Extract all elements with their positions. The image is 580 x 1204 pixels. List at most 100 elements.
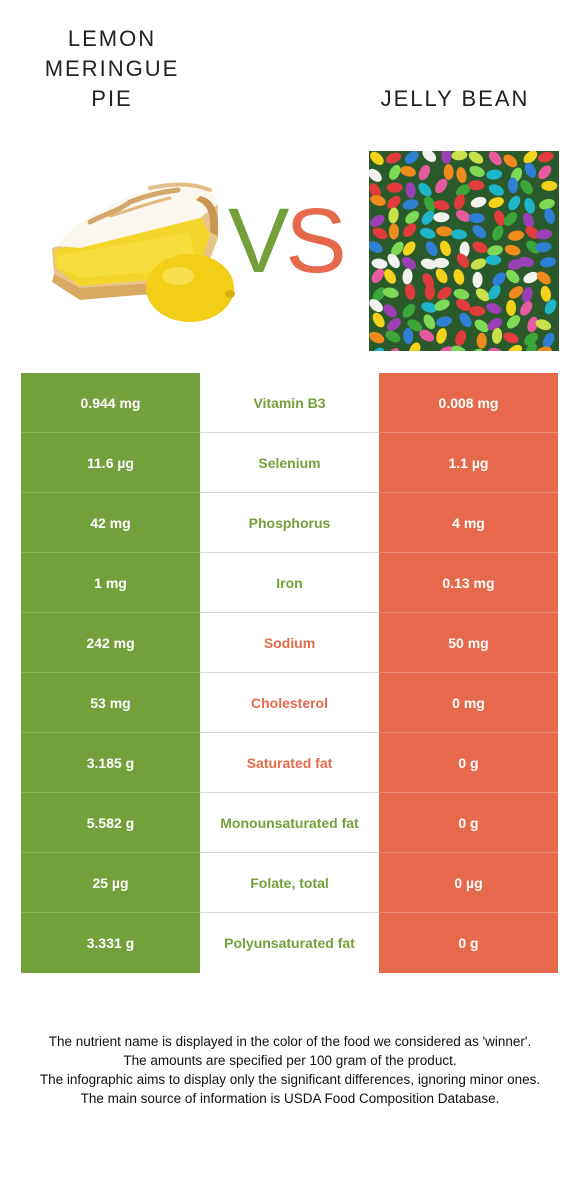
jelly-bean bbox=[535, 319, 552, 331]
right-food-value: 50 mg bbox=[379, 613, 558, 673]
jelly-bean bbox=[434, 299, 450, 311]
nutrient-name: Polyunsaturated fat bbox=[200, 913, 379, 973]
left-food-value: 11.6 µg bbox=[21, 433, 200, 493]
jelly-bean bbox=[487, 318, 502, 331]
table-row: 5.582 g Monounsaturated fat 0 g bbox=[21, 793, 558, 853]
table-row: 1 mg Iron 0.13 mg bbox=[21, 553, 558, 613]
jelly-bean bbox=[459, 241, 470, 258]
jelly-bean bbox=[488, 285, 501, 300]
footnotes: The nutrient name is displayed in the co… bbox=[20, 1032, 560, 1108]
jelly-bean bbox=[456, 253, 470, 268]
jelly-bean bbox=[433, 212, 450, 223]
jelly-bean bbox=[472, 271, 483, 288]
jelly-bean bbox=[409, 342, 421, 351]
jelly-bean bbox=[524, 332, 539, 346]
table-row: 242 mg Sodium 50 mg bbox=[21, 613, 558, 673]
jelly-bean bbox=[544, 208, 555, 224]
jelly-bean bbox=[443, 163, 454, 180]
jelly-bean bbox=[544, 299, 557, 315]
jelly-bean bbox=[520, 301, 533, 316]
jelly-bean bbox=[385, 152, 402, 164]
jelly-bean bbox=[383, 304, 397, 318]
jelly-bean bbox=[507, 344, 523, 351]
jelly-bean bbox=[437, 286, 452, 300]
right-food-value: 0 g bbox=[379, 793, 558, 853]
jelly-bean bbox=[504, 244, 521, 256]
jelly-bean bbox=[421, 302, 437, 313]
jelly-bean bbox=[485, 255, 502, 266]
right-food-value: 0.13 mg bbox=[379, 553, 558, 613]
jelly-bean bbox=[487, 245, 503, 256]
left-food-value: 1 mg bbox=[21, 553, 200, 613]
jelly-bean bbox=[385, 330, 401, 343]
jelly-bean bbox=[456, 167, 467, 183]
jelly-bean bbox=[492, 272, 506, 286]
table-row: 53 mg Cholesterol 0 mg bbox=[21, 673, 558, 733]
jelly-bean bbox=[384, 269, 397, 284]
jelly-bean bbox=[525, 226, 540, 239]
left-food-title: LEMON MERINGUE PIE bbox=[22, 24, 202, 114]
jelly-bean bbox=[455, 184, 471, 197]
versus-s: S bbox=[285, 190, 346, 292]
jelly-bean bbox=[387, 253, 400, 269]
jelly-bean bbox=[492, 327, 503, 344]
jelly-bean bbox=[526, 240, 540, 254]
jelly-bean bbox=[535, 242, 552, 253]
jelly-bean bbox=[436, 226, 453, 237]
left-food-value: 3.331 g bbox=[21, 913, 200, 973]
jelly-bean bbox=[424, 283, 435, 300]
jelly-bean bbox=[454, 194, 465, 210]
jelly-bean bbox=[435, 178, 448, 194]
jelly-bean bbox=[418, 182, 432, 197]
jelly-bean bbox=[525, 342, 537, 351]
jelly-bean bbox=[441, 151, 452, 164]
nutrient-name: Cholesterol bbox=[200, 673, 379, 733]
right-food-value: 0 mg bbox=[379, 673, 558, 733]
jelly-bean bbox=[508, 286, 523, 299]
jelly-bean bbox=[455, 299, 471, 312]
jelly-bean bbox=[468, 213, 485, 224]
jelly-bean bbox=[419, 329, 435, 342]
jelly-bean bbox=[536, 271, 551, 285]
jelly-bean bbox=[468, 180, 485, 191]
left-food-value: 53 mg bbox=[21, 673, 200, 733]
jelly-bean bbox=[370, 195, 386, 206]
jelly-bean bbox=[522, 286, 533, 303]
jelly-bean bbox=[537, 151, 554, 163]
jelly-bean bbox=[523, 151, 538, 164]
jelly-bean bbox=[523, 271, 539, 284]
jelly-bean bbox=[508, 195, 521, 211]
jelly-bean bbox=[508, 230, 525, 241]
left-food-value: 5.582 g bbox=[21, 793, 200, 853]
jelly-bean bbox=[488, 151, 502, 166]
jelly-bean bbox=[518, 256, 535, 267]
right-food-value: 0 g bbox=[379, 733, 558, 793]
jelly-bean bbox=[372, 287, 386, 302]
jelly-bean bbox=[405, 210, 420, 224]
lemon-meringue-pie-image bbox=[52, 182, 235, 322]
jelly-bean bbox=[486, 169, 503, 180]
jelly-bean bbox=[391, 241, 404, 256]
jelly-bean bbox=[472, 241, 488, 253]
jelly-bean bbox=[369, 183, 381, 199]
jelly-bean bbox=[476, 332, 487, 349]
footnote: The main source of information is USDA F… bbox=[80, 1091, 500, 1106]
right-food-value: 1.1 µg bbox=[379, 433, 558, 493]
jelly-bean bbox=[433, 200, 450, 211]
table-row: 3.185 g Saturated fat 0 g bbox=[21, 733, 558, 793]
jelly-bean bbox=[472, 225, 487, 239]
jelly-bean bbox=[402, 268, 413, 285]
jelly-bean bbox=[369, 299, 383, 313]
jelly-bean bbox=[387, 318, 401, 332]
jelly-bean bbox=[538, 165, 552, 180]
jelly-bean bbox=[503, 332, 519, 344]
left-food-title-line: MERINGUE bbox=[44, 56, 180, 81]
jelly-bean bbox=[536, 229, 553, 240]
jelly-bean bbox=[405, 182, 416, 199]
jelly-bean bbox=[503, 154, 518, 168]
jelly-bean bbox=[369, 241, 383, 253]
jelly-bean bbox=[370, 151, 384, 165]
left-food-title-line: LEMON bbox=[67, 26, 157, 51]
jelly-bean bbox=[524, 197, 535, 214]
jelly-bean bbox=[436, 316, 452, 327]
